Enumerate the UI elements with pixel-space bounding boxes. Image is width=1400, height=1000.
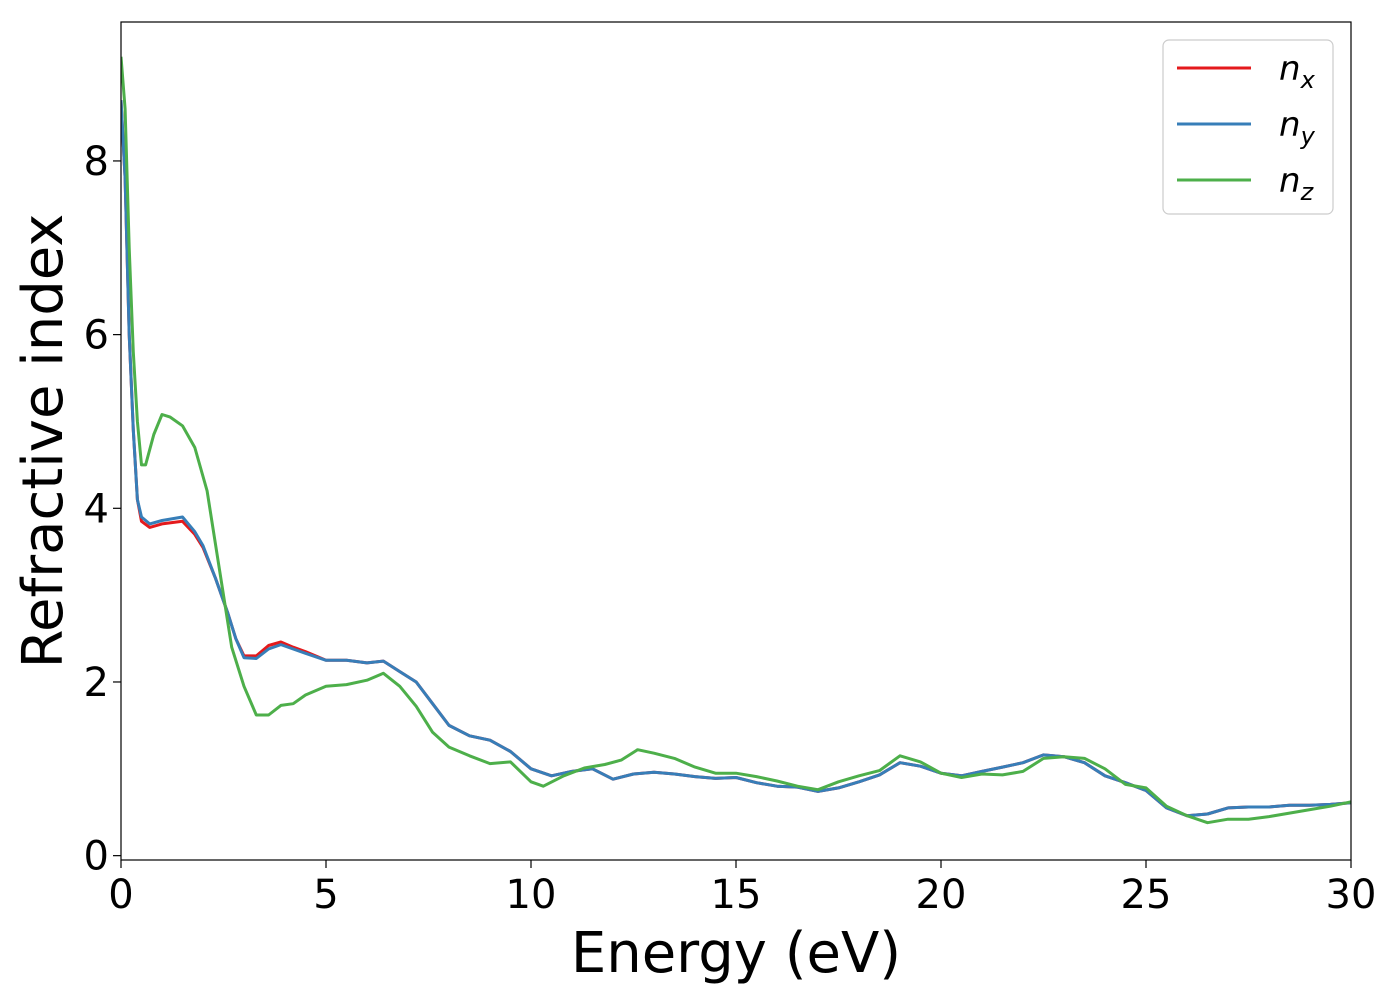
x-tick-label: 25 [1121,872,1172,918]
legend: nx ny nz [1162,39,1334,215]
y-tick-label: 6 [84,313,109,359]
x-axis-label: Energy (eV) [571,921,901,986]
y-tick-label: 0 [84,834,109,880]
legend-label-z: nz [1279,161,1315,206]
ticks-layer: 0 5 10 15 20 25 30 0 2 4 6 8 [84,139,1377,918]
x-tick-label: 20 [916,872,967,918]
x-tick-label: 10 [506,872,557,918]
y-tick-label: 8 [84,139,109,185]
legend-box [1162,39,1334,215]
x-tick-label: 15 [711,872,762,918]
x-tick-label: 5 [313,872,338,918]
x-tick-label: 0 [108,872,133,918]
legend-label-x: nx [1279,49,1316,94]
series-layer [121,56,1351,825]
x-tick-label: 30 [1326,872,1377,918]
y-tick-label: 2 [84,660,109,706]
y-axis-label: Refractive index [11,214,76,669]
y-tick-label: 4 [84,486,109,532]
legend-label-y: ny [1279,105,1316,150]
series-line-z [121,56,1351,825]
